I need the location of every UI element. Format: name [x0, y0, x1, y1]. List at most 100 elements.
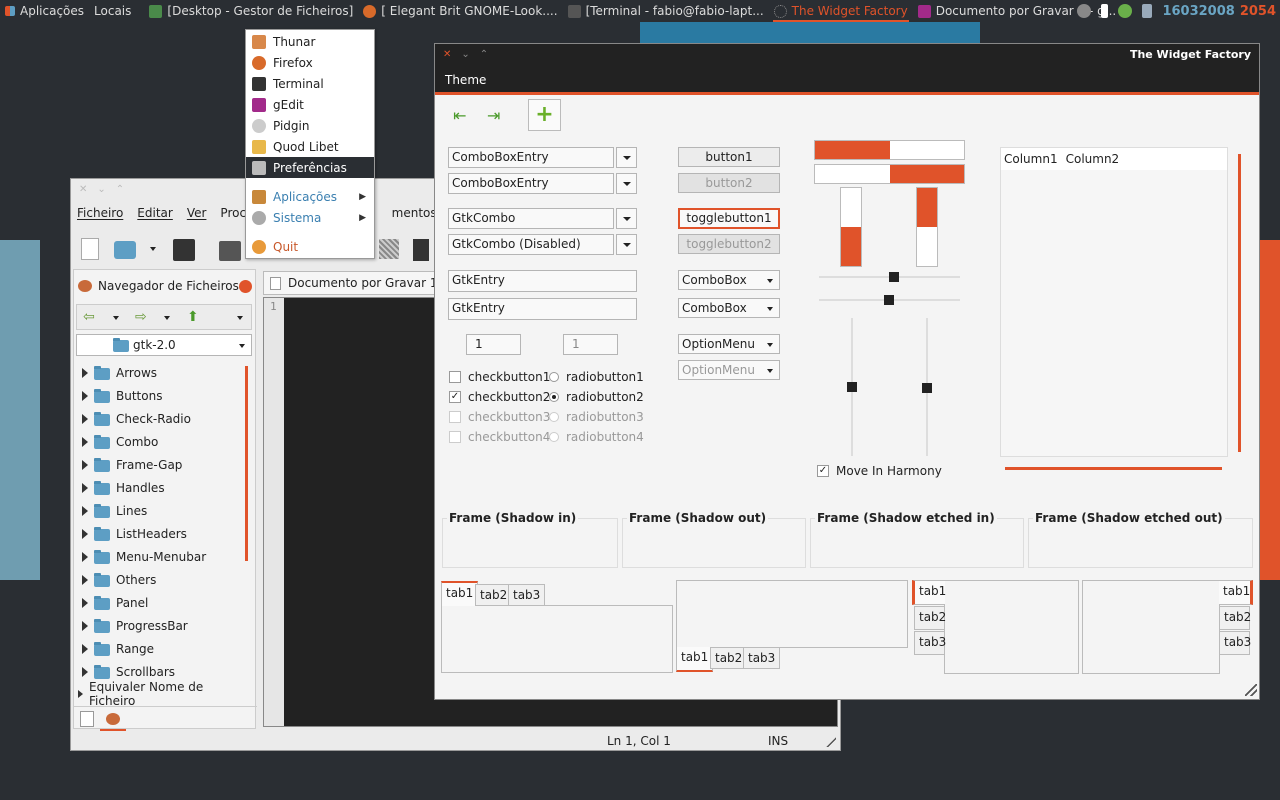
- notebook-bottom-tab3[interactable]: tab3: [743, 647, 781, 669]
- checkbutton-1[interactable]: checkbutton1: [449, 370, 550, 384]
- tree-row[interactable]: Range: [74, 637, 244, 660]
- resize-grip-icon[interactable]: [1245, 684, 1257, 696]
- menu-theme[interactable]: Theme: [445, 73, 487, 87]
- hscale-2[interactable]: [819, 295, 960, 305]
- tree-row[interactable]: Buttons: [74, 384, 244, 407]
- menu-item-preferencias[interactable]: Preferências: [246, 157, 374, 178]
- column-header-1[interactable]: Column1: [1004, 152, 1058, 166]
- forward-chevron-icon[interactable]: [164, 316, 170, 320]
- column-header-2[interactable]: Column2: [1065, 152, 1120, 166]
- places-menu-button[interactable]: Locais: [89, 0, 136, 22]
- gtkcombo-1-dropdown[interactable]: [616, 208, 637, 229]
- vscrollbar[interactable]: [1238, 154, 1241, 452]
- close-icon[interactable]: ✕: [79, 183, 88, 195]
- menu-documentos[interactable]: mentos: [391, 206, 437, 220]
- checkbox-box[interactable]: [449, 371, 461, 383]
- expander-icon[interactable]: [82, 643, 88, 654]
- checkbutton-2[interactable]: ✓ checkbutton2: [449, 390, 550, 404]
- menu-item-sistema[interactable]: Sistema ▶: [246, 207, 374, 228]
- slider-handle[interactable]: [847, 382, 857, 392]
- comboboxentry-2-dropdown[interactable]: [616, 173, 637, 194]
- radio-circle[interactable]: [549, 372, 559, 382]
- location-combo[interactable]: gtk-2.0: [76, 334, 252, 356]
- minimize-icon[interactable]: ⌄: [97, 183, 106, 195]
- menu-item-firefox[interactable]: Firefox: [246, 52, 374, 73]
- gtkcombo-1[interactable]: GtkCombo: [448, 208, 614, 229]
- menu-editar[interactable]: Editar: [137, 206, 173, 220]
- button1[interactable]: button1: [678, 147, 780, 167]
- tree-row[interactable]: Menu-Menubar: [74, 545, 244, 568]
- radio-circle[interactable]: [549, 392, 559, 402]
- expander-icon[interactable]: [82, 551, 88, 562]
- tree-row[interactable]: Lines: [74, 499, 244, 522]
- tree-row[interactable]: Handles: [74, 476, 244, 499]
- document-tab[interactable]: Documento por Gravar 1: [263, 271, 443, 295]
- menu-ficheiro[interactable]: Ficheiro: [77, 206, 124, 220]
- battery-icon[interactable]: [1101, 4, 1109, 18]
- up-arrow-icon[interactable]: ⬆: [187, 309, 199, 325]
- copy-icon[interactable]: [379, 239, 399, 259]
- notebook-left-tab1[interactable]: tab1: [912, 580, 946, 605]
- combobox-2[interactable]: ComboBox: [678, 298, 780, 318]
- comboboxentry-1[interactable]: ComboBoxEntry: [448, 147, 614, 168]
- notebook-top-tab3[interactable]: tab3: [508, 584, 546, 606]
- slider-handle[interactable]: [889, 272, 899, 282]
- notebook-left-tab3[interactable]: tab3: [914, 631, 946, 655]
- task-gedit[interactable]: Documento por Gravar 1 - g...: [913, 0, 1121, 22]
- apps-menu-button[interactable]: Aplicações: [0, 0, 89, 22]
- task-firefox[interactable]: [ Elegant Brit GNOME-Look....: [358, 0, 562, 22]
- last-arrow-icon[interactable]: ⇥: [487, 106, 501, 125]
- menu-item-pidgin[interactable]: Pidgin: [246, 115, 374, 136]
- spinbutton-1[interactable]: 1: [466, 334, 521, 355]
- documents-tab-icon[interactable]: [80, 711, 94, 727]
- menu-item-quodlibet[interactable]: Quod Libet: [246, 136, 374, 157]
- close-icon[interactable]: ✕: [443, 48, 452, 60]
- back-arrow-icon[interactable]: ⇦: [83, 309, 95, 325]
- expander-icon[interactable]: [82, 666, 88, 677]
- pidgin-status-icon[interactable]: [1118, 4, 1133, 18]
- task-widget-factory[interactable]: The Widget Factory: [769, 0, 913, 22]
- expander-icon[interactable]: [82, 528, 88, 539]
- tree-row[interactable]: ProgressBar: [74, 614, 244, 637]
- tree-row[interactable]: Frame-Gap: [74, 453, 244, 476]
- hscrollbar[interactable]: [1005, 467, 1222, 470]
- menu-ver[interactable]: Ver: [186, 206, 207, 220]
- paste-icon[interactable]: [413, 239, 429, 261]
- tree-row[interactable]: ListHeaders: [74, 522, 244, 545]
- move-in-harmony-check[interactable]: ✓ Move In Harmony: [817, 464, 942, 478]
- menu-chevron-icon[interactable]: [237, 316, 243, 320]
- expander-icon[interactable]: [82, 367, 88, 378]
- notebook-right-tab1[interactable]: tab1: [1219, 580, 1253, 605]
- back-chevron-icon[interactable]: [113, 316, 119, 320]
- gtkentry-1[interactable]: GtkEntry: [448, 270, 637, 292]
- expander-icon[interactable]: [82, 482, 88, 493]
- expander-icon[interactable]: [82, 597, 88, 608]
- clock-date[interactable]: 16032008: [1162, 3, 1235, 19]
- expander-icon[interactable]: [82, 574, 88, 585]
- tree-row[interactable]: Check-Radio: [74, 407, 244, 430]
- spinbutton-2[interactable]: 1: [563, 334, 618, 355]
- expander-icon[interactable]: [82, 436, 88, 447]
- notebook-bottom-tab2[interactable]: tab2: [710, 647, 748, 669]
- task-terminal[interactable]: [Terminal - fabio@fabio-lapt...: [563, 0, 769, 22]
- vscale-1[interactable]: [847, 318, 857, 456]
- comboboxentry-2[interactable]: ComboBoxEntry: [448, 173, 614, 194]
- file-browser-tab-icon[interactable]: [100, 709, 126, 731]
- optionmenu-1[interactable]: OptionMenu: [678, 334, 780, 354]
- close-pane-icon[interactable]: [239, 279, 252, 293]
- hscale-1[interactable]: [819, 272, 960, 282]
- resize-grip-icon[interactable]: [826, 737, 836, 747]
- gtkentry-2[interactable]: GtkEntry: [448, 298, 637, 320]
- expander-icon[interactable]: [82, 413, 88, 424]
- menu-item-thunar[interactable]: Thunar: [246, 31, 374, 52]
- open-icon[interactable]: [114, 241, 136, 259]
- tree-row[interactable]: Panel: [74, 591, 244, 614]
- expander-row[interactable]: Equivaler Nome de Ficheiro: [78, 680, 252, 708]
- notebook-top-tab2[interactable]: tab2: [475, 584, 513, 606]
- volume-icon[interactable]: [1077, 4, 1092, 18]
- minimize-icon[interactable]: ⌄: [461, 48, 470, 60]
- open-menu-chevron-icon[interactable]: [150, 247, 156, 251]
- forward-arrow-icon[interactable]: ⇨: [135, 309, 147, 325]
- vscale-2[interactable]: [922, 318, 932, 456]
- checkbox-box[interactable]: ✓: [817, 465, 829, 477]
